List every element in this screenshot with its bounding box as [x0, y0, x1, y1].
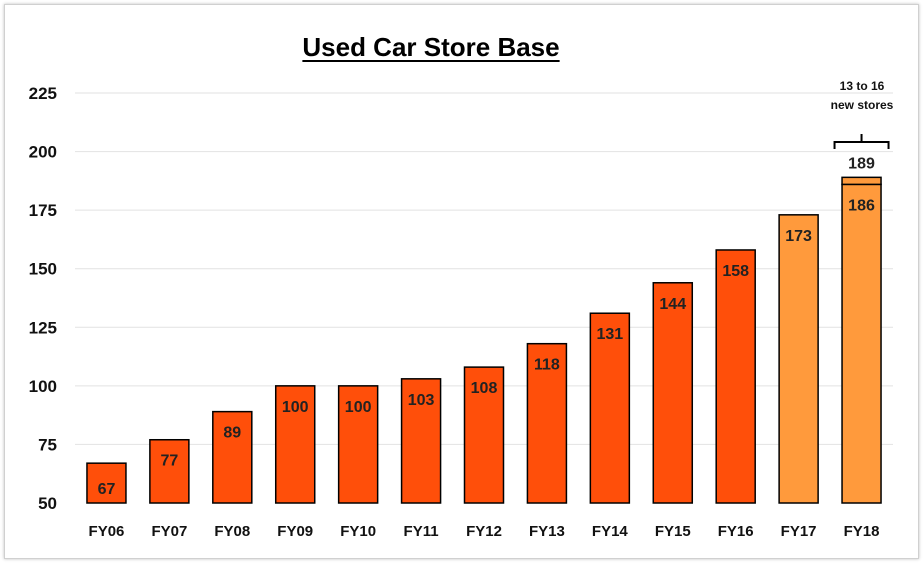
x-tick-label: FY11: [404, 523, 439, 540]
bar: [589, 312, 631, 504]
bar: [652, 282, 694, 504]
y-tick-label: 100: [29, 377, 57, 396]
x-tick-label: FY17: [781, 523, 817, 540]
bar: [841, 183, 882, 504]
data-label: 108: [471, 380, 498, 397]
bar: [274, 385, 316, 504]
x-tick-label: FY06: [89, 523, 125, 540]
bar: [212, 410, 253, 504]
y-tick-label: 200: [29, 143, 57, 162]
annotation: 13 to 16 new stores: [831, 79, 894, 149]
data-label: 186: [848, 197, 875, 214]
y-tick-label: 175: [29, 201, 57, 220]
x-tick-label: FY12: [466, 523, 502, 540]
x-axis: FY06 FY07 FY08 FY09 FY10 FY11 FY12 FY13 FY14 FY15…: [89, 523, 880, 540]
annotation-brace: [833, 134, 890, 149]
annotation-line-1: 13 to 16: [840, 79, 885, 93]
x-tick-label: FY09: [277, 523, 313, 540]
bar: [778, 214, 819, 504]
chart-title: Used Car Store Base: [302, 32, 559, 62]
x-tick-label: FY15: [655, 523, 691, 540]
x-tick-label: FY16: [718, 523, 754, 540]
bar: [337, 385, 379, 504]
x-tick-label: FY07: [151, 523, 187, 540]
x-tick-label: FY18: [844, 523, 880, 540]
y-axis: 50 75 100 125 150 175 200 225: [29, 84, 57, 513]
gridlines: [75, 92, 893, 445]
data-label: 118: [534, 357, 560, 374]
annotation-line-2: new stores: [831, 98, 894, 112]
x-tick-label: FY13: [529, 523, 565, 540]
chart-frame: Used Car Store Base 50 75 100 125 150 175 200 2…: [4, 4, 919, 559]
stacked-total-label: 189: [848, 155, 875, 172]
bar: [149, 438, 190, 504]
bars: 67 77 89 100 100 103 108 118 131 144 158 173 186 189: [86, 155, 882, 504]
y-tick-label: 75: [38, 435, 57, 454]
data-label: 77: [160, 453, 178, 470]
data-label: 144: [659, 296, 686, 313]
data-label: 89: [223, 425, 241, 442]
bar: [400, 378, 442, 504]
bar: [715, 249, 756, 504]
data-label: 100: [345, 399, 372, 416]
x-tick-label: FY14: [592, 523, 629, 540]
bar-chart: Used Car Store Base 50 75 100 125 150 175 200 2…: [29, 32, 894, 540]
bar: [86, 462, 127, 504]
x-tick-label: FY08: [214, 523, 250, 540]
x-tick-label: FY10: [340, 523, 376, 540]
data-label: 131: [596, 326, 623, 343]
bar: [463, 366, 505, 504]
data-label: 103: [408, 392, 435, 409]
bar: [526, 342, 568, 504]
data-label: 100: [282, 399, 309, 416]
data-label: 67: [98, 481, 116, 498]
y-tick-label: 50: [38, 494, 57, 513]
stacked-top-segment: [841, 176, 882, 186]
y-tick-label: 125: [29, 318, 57, 337]
data-label: 158: [722, 263, 749, 280]
y-tick-label: 150: [29, 260, 57, 279]
data-label: 173: [785, 228, 812, 245]
y-tick-label: 225: [29, 84, 57, 103]
